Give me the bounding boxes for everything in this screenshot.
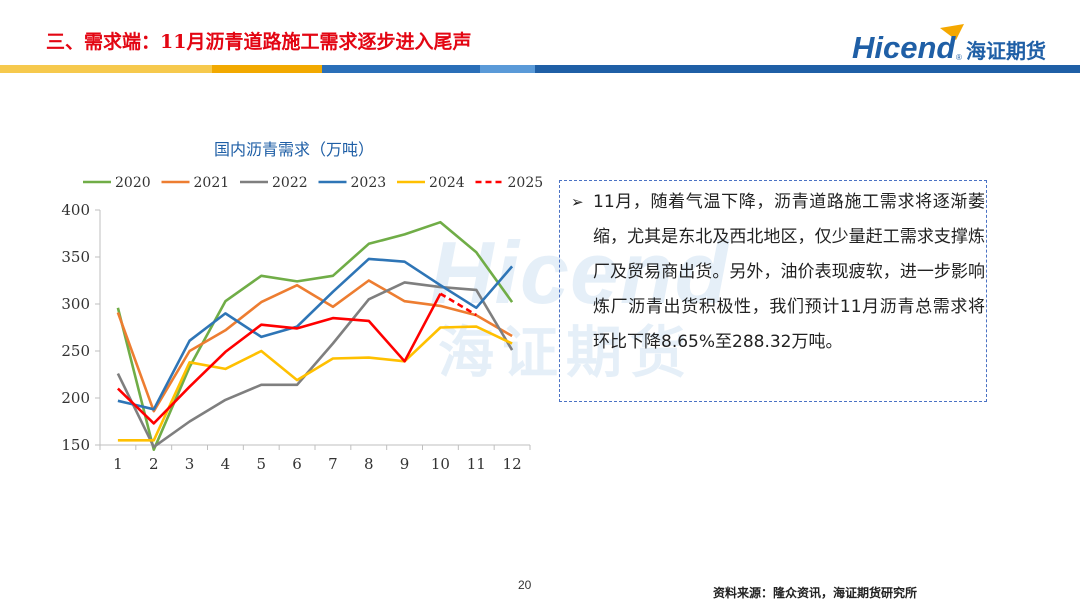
band-segment [212,65,322,73]
x-tick-label: 4 [221,455,231,473]
series-line-2025 [116,293,442,425]
note-text: ➢ 11月，随着气温下降，沥青道路施工需求将逐渐萎缩，尤其是东北及西北地区，仅少… [571,185,985,360]
band-segment [480,65,535,73]
x-tick-label: 12 [503,455,522,473]
x-tick-label: 11 [467,455,486,473]
y-tick-label: 150 [61,436,90,454]
slide-title: 三、需求端：11月沥青道路施工需求逐步进入尾声 [46,31,472,53]
legend-label-2024: 2024 [429,175,465,191]
y-tick-label: 300 [61,295,90,313]
legend-label-2020: 2020 [115,175,151,191]
x-tick-label: 7 [328,455,338,473]
y-tick-label: 400 [61,201,90,219]
series-line-2023 [117,257,514,411]
y-tick-label: 200 [61,389,90,407]
band-segment [535,65,1080,73]
x-tick-label: 2 [149,455,159,473]
band-segment [0,65,212,73]
hicend-logo: Hicend ® 海证期货 [852,24,1046,64]
logo-chinese: 海证期货 [966,39,1046,63]
series-line-2020 [116,220,514,452]
x-tick-label: 8 [364,455,374,473]
chart-series [116,220,514,452]
x-tick-label: 6 [292,455,302,473]
chart-title: 国内沥青需求（万吨） [214,140,374,159]
x-tick-label: 9 [400,455,410,473]
x-tick-label: 3 [185,455,195,473]
note-bullet-icon: ➢ [571,193,584,211]
note-box [559,180,987,402]
logo-swoosh-icon [940,24,964,40]
header-band [0,65,1080,73]
page-number: 20 [518,578,532,592]
note-body: 11月，随着气温下降，沥青道路施工需求将逐渐萎缩，尤其是东北及西北地区，仅少量赶… [593,192,985,352]
series-line-2021 [116,279,513,413]
y-tick-label: 250 [61,342,90,360]
legend-label-2023: 2023 [351,175,387,191]
x-tick-label: 1 [113,455,123,473]
series-line-2024 [117,325,513,442]
legend-label-2021: 2021 [194,175,230,191]
x-tick-label: 5 [256,455,266,473]
series-forecast-2025 [439,292,477,317]
source-note: 资料来源：隆众资讯，海证期货研究所 [713,586,918,600]
legend-label-2022: 2022 [272,175,308,191]
logo-registered-mark: ® [956,53,962,62]
x-tick-label: 10 [431,455,450,473]
logo-latin: Hicend [852,30,956,64]
band-segment [322,65,480,73]
y-tick-label: 350 [61,248,90,266]
chart-legend: 2020 2021 2022 2023 2024 2025 [83,175,543,191]
legend-label-2025: 2025 [508,175,544,191]
